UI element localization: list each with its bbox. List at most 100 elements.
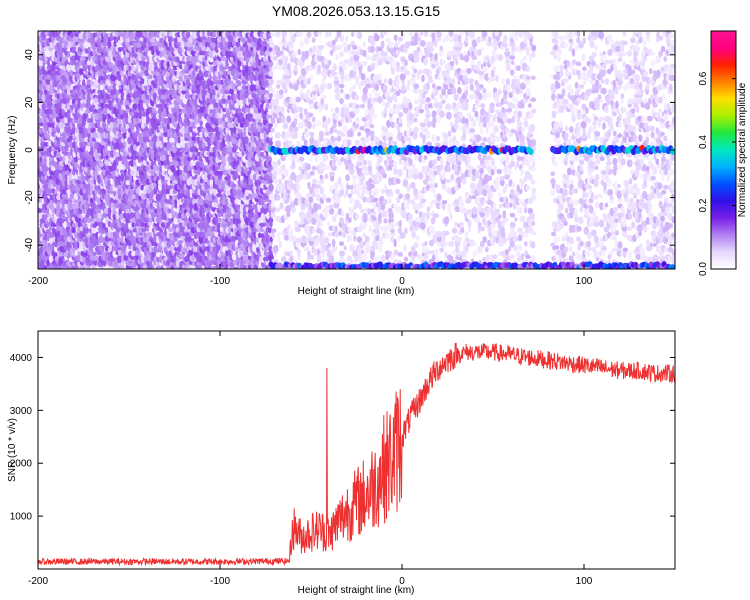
spectrogram-cell bbox=[130, 211, 135, 219]
spectrogram-cell bbox=[312, 178, 317, 184]
spectrogram-cell bbox=[102, 266, 107, 269]
spectrogram-cell bbox=[129, 218, 135, 223]
spectrogram-cell bbox=[310, 254, 314, 260]
spectrogram-cell bbox=[108, 99, 112, 105]
spectrogram-cell bbox=[296, 183, 301, 192]
spectrogram-cell bbox=[289, 97, 293, 104]
spectrogram-cell bbox=[105, 47, 110, 53]
spectrogram-cell bbox=[303, 139, 308, 146]
spectrogram-cell bbox=[238, 80, 242, 87]
spectrogram-cell bbox=[73, 146, 80, 154]
spectrogram-cell bbox=[311, 165, 317, 171]
spectrogram-cell bbox=[67, 50, 71, 58]
spectrogram-cell bbox=[291, 51, 297, 58]
spectrogram-cell bbox=[222, 222, 227, 229]
spectrogram-cell bbox=[94, 255, 100, 261]
spectrogram-cell bbox=[278, 178, 283, 185]
spectrogram-cell bbox=[125, 264, 130, 269]
spectrogram-cell bbox=[301, 235, 307, 244]
spectrogram-cell bbox=[41, 103, 46, 111]
spectrogram-cell bbox=[273, 122, 278, 129]
spectrogram-cell bbox=[66, 102, 71, 110]
spectrogram-cell bbox=[69, 178, 73, 186]
spectrogram-cell bbox=[61, 234, 66, 243]
spectrogram-cell bbox=[48, 264, 55, 269]
spectrogram-cell bbox=[281, 106, 285, 115]
spectrogram-cell bbox=[309, 156, 313, 163]
spectrogram-cell bbox=[274, 63, 279, 70]
spectrogram-cell bbox=[110, 239, 116, 246]
spectrogram-cell bbox=[48, 225, 53, 232]
spectrogram-cell bbox=[281, 115, 286, 123]
spectrogram-cell bbox=[125, 179, 130, 186]
spectrogram-cell bbox=[245, 136, 249, 145]
spectrogram-cell bbox=[149, 73, 153, 80]
spectrogram-cell bbox=[66, 111, 71, 119]
spectrogram-cell bbox=[99, 161, 105, 168]
spectrogram-cell bbox=[89, 178, 95, 187]
spectrogram-cell bbox=[123, 74, 127, 82]
spectrogram-cell bbox=[141, 254, 145, 264]
spectrogram-cell bbox=[278, 89, 284, 95]
spectrogram-cell bbox=[137, 225, 143, 234]
spectrogram-cell bbox=[288, 226, 293, 232]
spectrogram-cell bbox=[120, 173, 125, 182]
spectrogram-cell bbox=[221, 56, 227, 62]
spectrogram-cell bbox=[107, 247, 112, 253]
spectrogram-cell bbox=[295, 96, 301, 103]
spectrogram-cell bbox=[49, 236, 53, 245]
spectrogram-cell bbox=[141, 230, 146, 240]
spectrogram-cell bbox=[215, 166, 219, 171]
spectrogram-cell bbox=[297, 48, 301, 56]
spectrogram-cell bbox=[61, 102, 66, 110]
spectrogram-cell bbox=[130, 189, 135, 196]
spectrogram-cell bbox=[54, 241, 58, 248]
spectrogram-cell bbox=[270, 127, 276, 133]
spectrogram-cell bbox=[52, 108, 57, 114]
spectrogram-cell bbox=[69, 202, 74, 211]
spectrogram-cell bbox=[310, 74, 314, 80]
spectrogram-cell bbox=[288, 250, 293, 257]
spectrogram-cell bbox=[304, 50, 310, 59]
spectrogram-cell bbox=[95, 74, 99, 79]
spectrogram-cell bbox=[130, 260, 135, 266]
spectrogram-cell bbox=[61, 144, 66, 153]
spectrogram-cell bbox=[309, 170, 315, 176]
spectrogram-cell bbox=[43, 183, 49, 191]
spectrogram-cell bbox=[131, 221, 135, 228]
spectrogram-cell bbox=[45, 79, 52, 85]
spectrogram-cell bbox=[272, 178, 279, 184]
spectrogram-cell bbox=[292, 131, 298, 140]
spectrogram-cell bbox=[107, 40, 112, 49]
spectrogram-cell bbox=[144, 78, 148, 87]
spectrogram-cell bbox=[80, 99, 85, 105]
spectrogram-cell bbox=[282, 122, 289, 130]
spectrogram-cell bbox=[41, 41, 46, 49]
spectrogram-cell bbox=[140, 192, 145, 200]
spectrogram-cell bbox=[135, 230, 140, 239]
spectrogram-cell bbox=[87, 31, 91, 39]
spectrogram-cell bbox=[287, 63, 291, 72]
spectrogram-cell bbox=[67, 89, 71, 96]
spectrogram-cell bbox=[308, 112, 314, 118]
spectrogram-cell bbox=[113, 150, 117, 156]
spectrogram-cell bbox=[123, 64, 128, 73]
spectrogram-cell bbox=[41, 213, 46, 219]
spectrogram-cell bbox=[91, 235, 97, 243]
spectrogram-cell bbox=[293, 126, 299, 132]
spectrogram-cells bbox=[38, 31, 675, 269]
spectrogram-cell bbox=[51, 103, 56, 111]
spectrogram-cell bbox=[121, 46, 125, 52]
spectrogram-cell bbox=[86, 93, 92, 100]
spectrogram-cell bbox=[151, 150, 155, 156]
spectrogram-cell bbox=[274, 207, 281, 212]
spectrogram-cell bbox=[38, 121, 44, 127]
spectrogram-cell bbox=[90, 92, 94, 100]
spectrogram-cell bbox=[90, 117, 94, 123]
spectrogram-cell bbox=[273, 244, 279, 253]
spectrogram-cell bbox=[118, 31, 123, 37]
spectrogram-cell bbox=[116, 255, 123, 264]
spectrogram-cell bbox=[90, 80, 95, 87]
spectrogram-cell bbox=[309, 47, 313, 53]
